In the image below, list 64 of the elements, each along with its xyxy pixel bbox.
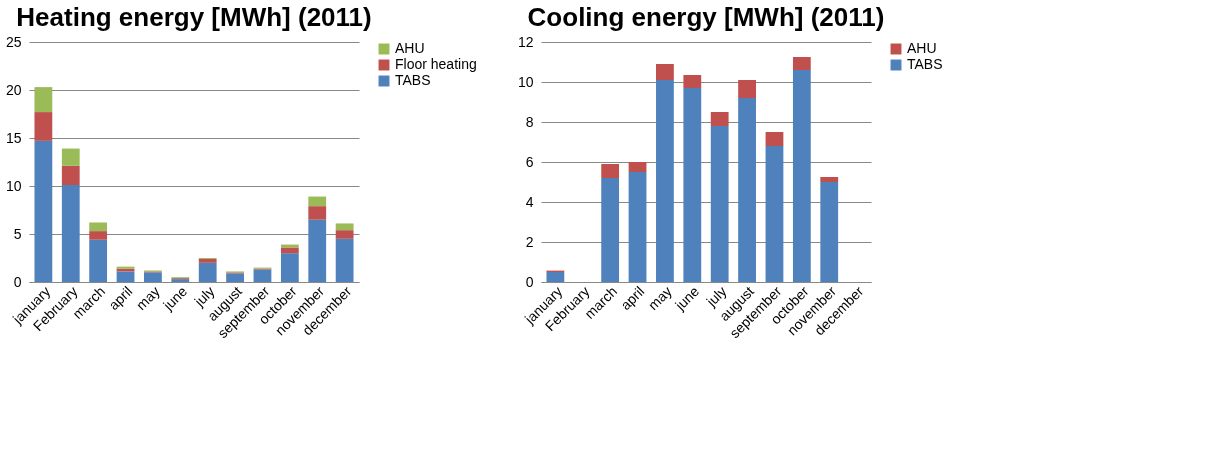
legend-label: AHU — [907, 40, 937, 56]
bar — [738, 80, 756, 98]
bar — [253, 269, 272, 282]
bar — [683, 75, 702, 88]
y-tick-label: 8 — [525, 113, 534, 130]
bar — [335, 230, 354, 239]
legend-label: TABS — [907, 56, 943, 72]
y-tick-label: 12 — [517, 33, 534, 50]
bar — [546, 272, 565, 282]
bar — [226, 273, 244, 282]
bar — [89, 222, 108, 232]
bar — [335, 238, 354, 282]
bar — [61, 165, 80, 186]
bar — [308, 206, 327, 220]
bar — [89, 231, 108, 240]
y-tick-label: 15 — [5, 129, 22, 146]
y-tick-label: 6 — [525, 153, 534, 170]
legend-label: Floor heating — [395, 56, 477, 72]
bar — [656, 64, 674, 80]
chart-title: Heating energy [MWh] (2011) — [16, 2, 372, 32]
bar — [792, 70, 811, 282]
bar — [335, 223, 354, 231]
bar — [710, 126, 729, 282]
bar — [308, 219, 327, 282]
x-tick-label: may — [132, 283, 163, 314]
bar — [601, 178, 620, 282]
bar — [34, 87, 53, 113]
y-tick-label: 10 — [5, 177, 22, 194]
y-tick-label: 2 — [525, 233, 534, 250]
y-tick-label: 0 — [525, 273, 534, 290]
bar — [628, 162, 647, 172]
bar — [656, 80, 674, 282]
y-tick-label: 0 — [13, 273, 22, 290]
x-tick-label: may — [644, 283, 675, 314]
bar — [792, 57, 811, 70]
bar — [820, 182, 839, 282]
bar — [280, 247, 299, 254]
y-tick-label: 20 — [5, 81, 22, 98]
bar — [738, 98, 756, 282]
bar — [628, 172, 647, 282]
bar — [683, 88, 702, 282]
bar — [765, 132, 784, 146]
bar — [601, 164, 620, 178]
bar — [61, 185, 80, 282]
legend-label: TABS — [395, 72, 431, 88]
bar — [34, 140, 53, 282]
bar — [89, 239, 108, 282]
bar — [198, 258, 217, 263]
y-tick-label: 10 — [517, 73, 534, 90]
bar — [61, 148, 80, 166]
chart-title: Cooling energy [MWh] (2011) — [527, 2, 885, 32]
bar — [710, 112, 729, 126]
bar — [820, 177, 839, 182]
legend-label: AHU — [395, 40, 425, 56]
bar — [308, 196, 327, 207]
bar — [144, 272, 162, 282]
bar — [280, 253, 299, 282]
y-tick-label: 4 — [525, 193, 534, 210]
y-tick-label: 5 — [13, 225, 22, 242]
bar — [116, 271, 135, 282]
y-tick-label: 25 — [5, 33, 22, 50]
bar — [34, 112, 53, 141]
bar — [198, 262, 217, 282]
bar — [765, 146, 784, 282]
